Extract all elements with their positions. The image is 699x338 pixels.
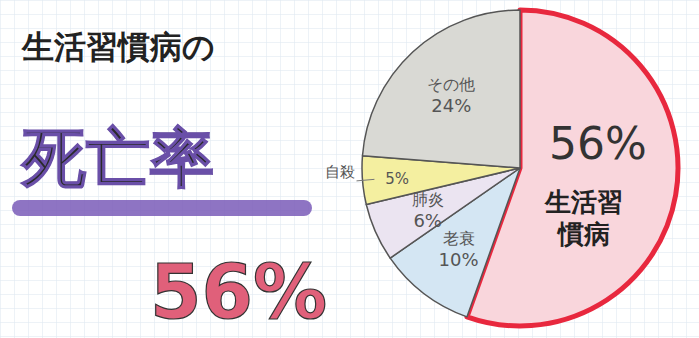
- data-label: 24%: [431, 95, 471, 116]
- category-label-line: 生活習: [544, 187, 623, 217]
- data-label: 5%: [385, 170, 409, 188]
- data-label: 6%: [413, 210, 442, 231]
- annotation: 56%: [150, 249, 327, 335]
- category-label: 生活習慣病: [544, 187, 623, 249]
- underline-bar: [12, 200, 312, 216]
- category-label: 老衰: [443, 229, 475, 248]
- data-label: 56%: [549, 118, 647, 169]
- labels: 56%生活習慣病老衰10%肺炎6%自殺5%その他24%: [325, 75, 647, 271]
- category-label: 肺炎: [412, 190, 444, 209]
- data-label: 10%: [439, 249, 479, 270]
- background: [0, 0, 699, 338]
- subtitle: 死亡率: [20, 121, 214, 195]
- chart-root: 生活習慣病の死亡率56%56%生活習慣病老衰10%肺炎6%自殺5%その他24%: [0, 0, 699, 338]
- pie: [362, 10, 678, 326]
- category-label-line: 慣病: [556, 219, 610, 249]
- category-label: 自殺: [325, 163, 355, 181]
- title: 生活習慣病の: [21, 28, 215, 66]
- category-label: その他: [427, 75, 475, 94]
- leader: [357, 179, 375, 181]
- slice: [362, 10, 520, 168]
